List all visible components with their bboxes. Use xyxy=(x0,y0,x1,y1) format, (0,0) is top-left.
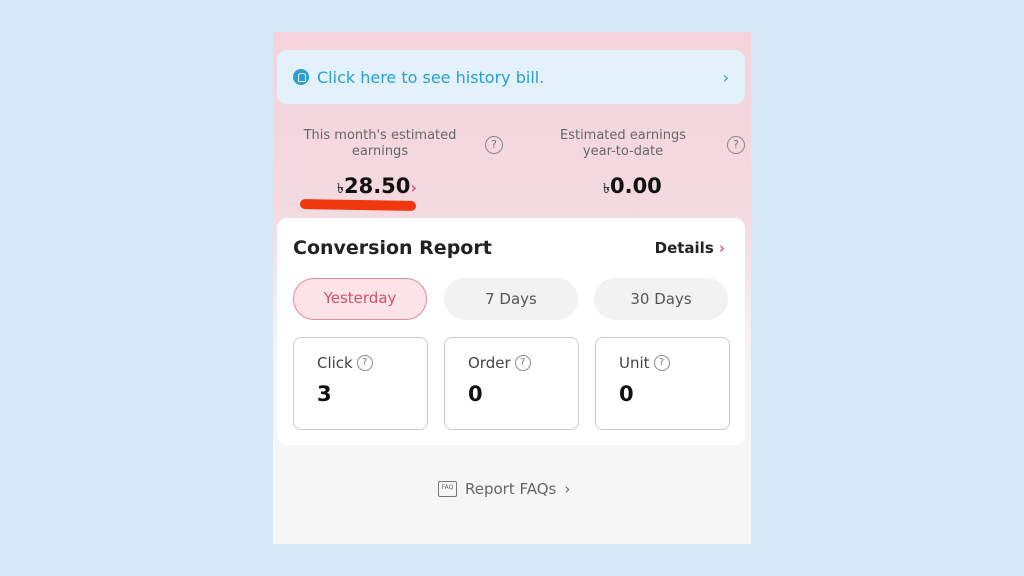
month-earnings-label: This month's estimated earnings xyxy=(303,128,457,159)
tab-30-days[interactable]: 30 Days xyxy=(594,278,728,320)
faq-label: Report FAQs xyxy=(465,480,557,498)
help-icon[interactable]: ? xyxy=(653,355,670,371)
report-faqs-link[interactable]: FAQ Report FAQs › xyxy=(438,480,570,498)
currency-symbol: ৳ xyxy=(603,181,610,197)
stat-value: 0 xyxy=(619,382,634,406)
red-underline-annotation xyxy=(299,198,417,212)
details-link[interactable]: Details › xyxy=(655,239,725,257)
help-icon[interactable]: ? xyxy=(514,355,531,371)
details-label: Details xyxy=(654,239,714,257)
help-icon[interactable]: ? xyxy=(727,136,745,154)
lock-icon xyxy=(293,69,309,85)
chevron-right-icon: › xyxy=(410,178,417,197)
tab-yesterday[interactable]: Yesterday xyxy=(293,278,427,320)
stat-unit: Unit? 0 xyxy=(595,337,730,430)
earnings-panel: Click here to see history bill. › This m… xyxy=(273,32,751,544)
history-bill-banner[interactable]: Click here to see history bill. › xyxy=(277,50,745,104)
history-bill-text: Click here to see history bill. xyxy=(317,67,545,87)
stat-click: Click? 3 xyxy=(293,337,428,430)
chevron-right-icon: › xyxy=(722,67,729,87)
conversion-report-card: Conversion Report Details › Yesterday 7 … xyxy=(277,218,745,445)
stat-label: Order xyxy=(468,354,511,372)
stat-order: Order? 0 xyxy=(444,337,579,430)
help-icon[interactable]: ? xyxy=(356,355,373,371)
chevron-right-icon: › xyxy=(719,239,725,257)
amount-value: 0.00 xyxy=(609,174,662,198)
amount-value: 28.50 xyxy=(343,174,411,198)
stat-label: Click xyxy=(317,354,353,372)
help-icon[interactable]: ? xyxy=(485,136,503,154)
stat-value: 0 xyxy=(468,382,483,406)
stat-value: 3 xyxy=(317,382,332,406)
stat-label: Unit xyxy=(619,354,650,372)
currency-symbol: ৳ xyxy=(337,181,344,197)
ytd-earnings-label: Estimated earnings year-to-date xyxy=(559,128,686,159)
month-earnings-amount[interactable]: ৳28.50› xyxy=(337,174,417,201)
faq-icon: FAQ xyxy=(438,481,457,497)
tab-7-days[interactable]: 7 Days xyxy=(444,278,578,320)
report-title: Conversion Report xyxy=(293,237,492,259)
chevron-right-icon: › xyxy=(564,480,571,498)
ytd-earnings-amount: ৳0.00 xyxy=(603,174,662,201)
